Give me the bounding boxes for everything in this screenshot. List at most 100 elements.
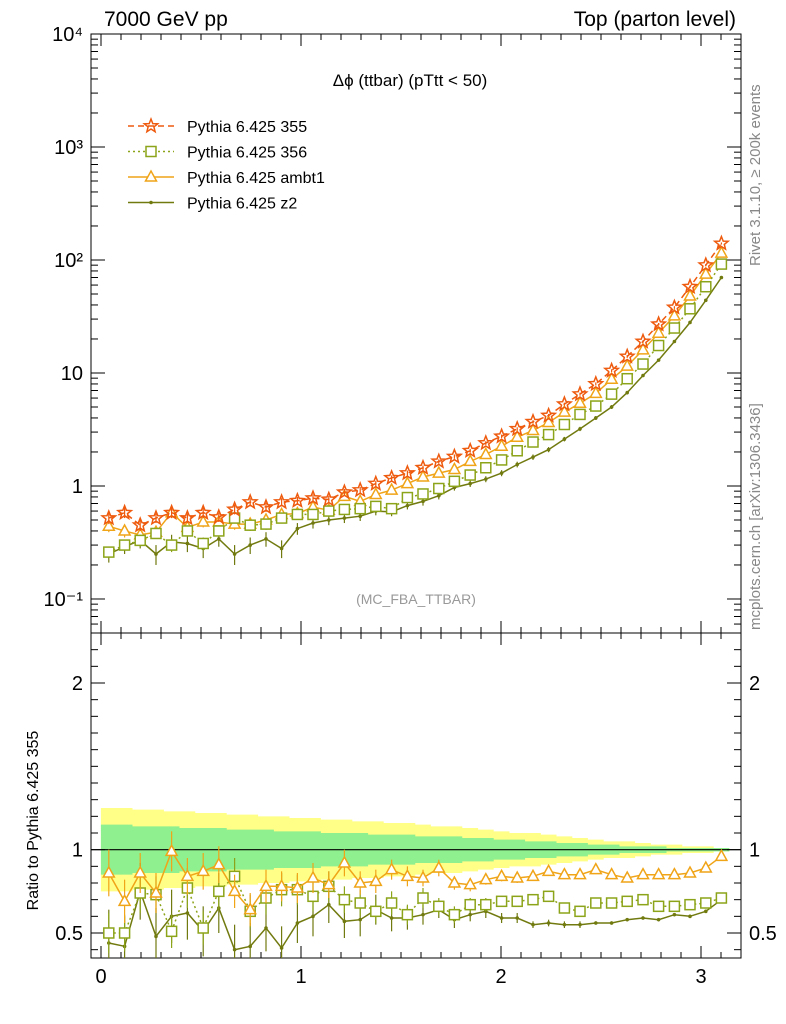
ratio-point-z2 <box>185 911 190 915</box>
main-series-p356 <box>103 258 728 559</box>
ratio-y-tick-label-right: 1 <box>749 840 760 862</box>
header-left: 7000 GeV pp <box>104 8 228 31</box>
main-point-z2 <box>264 537 268 541</box>
ratio-y-tick-label-right: 0.5 <box>749 923 777 945</box>
main-series-p355 <box>100 234 731 533</box>
ratio-point-z2 <box>264 926 268 930</box>
ratio-point-z2 <box>499 916 504 920</box>
main-point-z2 <box>499 471 504 475</box>
ratio-point-p356 <box>637 893 649 906</box>
ratio-point-ambt1 <box>416 870 430 883</box>
ratio-point-ambt1 <box>149 885 163 898</box>
ratio-point-ambt1 <box>541 863 556 877</box>
ratio-point-ambt1 <box>636 867 650 880</box>
main-point-p356 <box>323 505 335 517</box>
ratio-point-p356 <box>684 898 696 911</box>
ratio-point-p356 <box>668 900 681 913</box>
main-point-p356 <box>448 475 461 488</box>
main-series-ambt1 <box>102 245 729 541</box>
ratio-point-p356 <box>511 895 523 908</box>
main-point-ambt1 <box>479 446 493 460</box>
ratio-point-ambt1 <box>102 865 116 878</box>
ratio-point-z2 <box>358 917 363 922</box>
main-point-z2 <box>248 543 252 547</box>
ratio-point-z2 <box>248 944 252 949</box>
main-point-p355 <box>147 509 165 526</box>
main-point-p355 <box>445 447 464 464</box>
main-point-p356 <box>197 537 209 550</box>
legend-label-p355: Pythia 6.425 355 <box>187 119 307 136</box>
plot-title: Δϕ (ttbar) (pTtt < 50) <box>333 71 488 90</box>
ratio-point-p356 <box>542 890 555 903</box>
main-point-p355 <box>351 481 369 498</box>
main-point-z2 <box>295 526 300 531</box>
main-point-p355 <box>241 493 259 510</box>
main-point-p355 <box>414 458 432 476</box>
main-point-p355 <box>398 464 417 481</box>
ratio-point-p356 <box>401 908 414 921</box>
main-point-ambt1 <box>573 395 587 408</box>
y-axis-ticks <box>91 33 741 634</box>
main-point-p355 <box>461 441 479 459</box>
main-point-p355 <box>539 406 558 423</box>
ratio-point-p356 <box>480 898 492 911</box>
ratio-point-p356 <box>558 902 571 914</box>
main-point-p356 <box>700 280 712 293</box>
ratio-point-ambt1 <box>432 860 446 873</box>
ratio-point-p356 <box>495 895 508 908</box>
legend-label-p356: Pythia 6.425 356 <box>187 145 307 162</box>
main-point-p356 <box>103 546 115 558</box>
main-point-p356 <box>338 503 351 516</box>
ratio-point-p356 <box>621 895 633 908</box>
ratio-point-p356 <box>197 922 209 934</box>
ratio-point-z2 <box>515 916 519 920</box>
main-point-p355 <box>382 468 401 486</box>
x-tick-label: 1 <box>295 966 306 988</box>
main-point-ambt1 <box>541 414 556 428</box>
ratio-line-ambt1 <box>108 849 722 911</box>
y-tick-label: 10² <box>54 250 83 272</box>
main-point-p355 <box>304 489 322 506</box>
ratio-point-ambt1 <box>353 875 367 888</box>
ratio-point-ambt1 <box>714 848 729 862</box>
main-point-p356 <box>542 428 555 441</box>
main-point-p355 <box>649 315 668 332</box>
y-tick-label: 10 <box>61 363 83 385</box>
main-point-p356 <box>417 488 429 500</box>
main-point-p356 <box>480 462 492 474</box>
main-point-z2 <box>641 373 645 378</box>
ratio-point-z2 <box>389 916 394 920</box>
main-point-p356 <box>511 445 523 457</box>
main-point-ambt1 <box>196 514 210 527</box>
main-point-p355 <box>320 490 338 507</box>
ratio-point-z2 <box>232 947 237 952</box>
main-point-p356 <box>181 525 194 537</box>
main-point-z2 <box>327 518 331 522</box>
main-point-z2 <box>154 552 158 556</box>
ratio-point-ambt1 <box>164 843 179 857</box>
main-point-ambt1 <box>557 404 572 417</box>
main-point-p355 <box>194 503 212 521</box>
main-point-ambt1 <box>683 288 697 301</box>
main-point-p355 <box>618 347 636 364</box>
ratio-point-z2 <box>704 909 708 914</box>
main-point-p356 <box>590 400 602 412</box>
ratio-point-p356 <box>590 897 602 909</box>
ratio-point-z2 <box>656 917 661 922</box>
main-point-p356 <box>527 436 539 448</box>
ratio-point-p356 <box>527 893 539 906</box>
ratio-point-ambt1 <box>651 867 666 880</box>
ratio-point-p356 <box>118 927 131 939</box>
main-point-z2 <box>578 427 582 431</box>
ratio-line-p356 <box>108 875 722 934</box>
main-point-z2 <box>719 275 724 280</box>
main-point-p355 <box>115 503 134 521</box>
main-point-ambt1 <box>384 482 399 495</box>
main-point-p355 <box>430 452 448 469</box>
main-point-p356 <box>668 322 681 334</box>
ratio-point-ambt1 <box>463 877 477 890</box>
x-tick-label: 2 <box>495 966 506 988</box>
main-point-z2 <box>688 320 692 325</box>
main-point-z2 <box>531 455 535 459</box>
main-point-z2 <box>358 514 363 519</box>
